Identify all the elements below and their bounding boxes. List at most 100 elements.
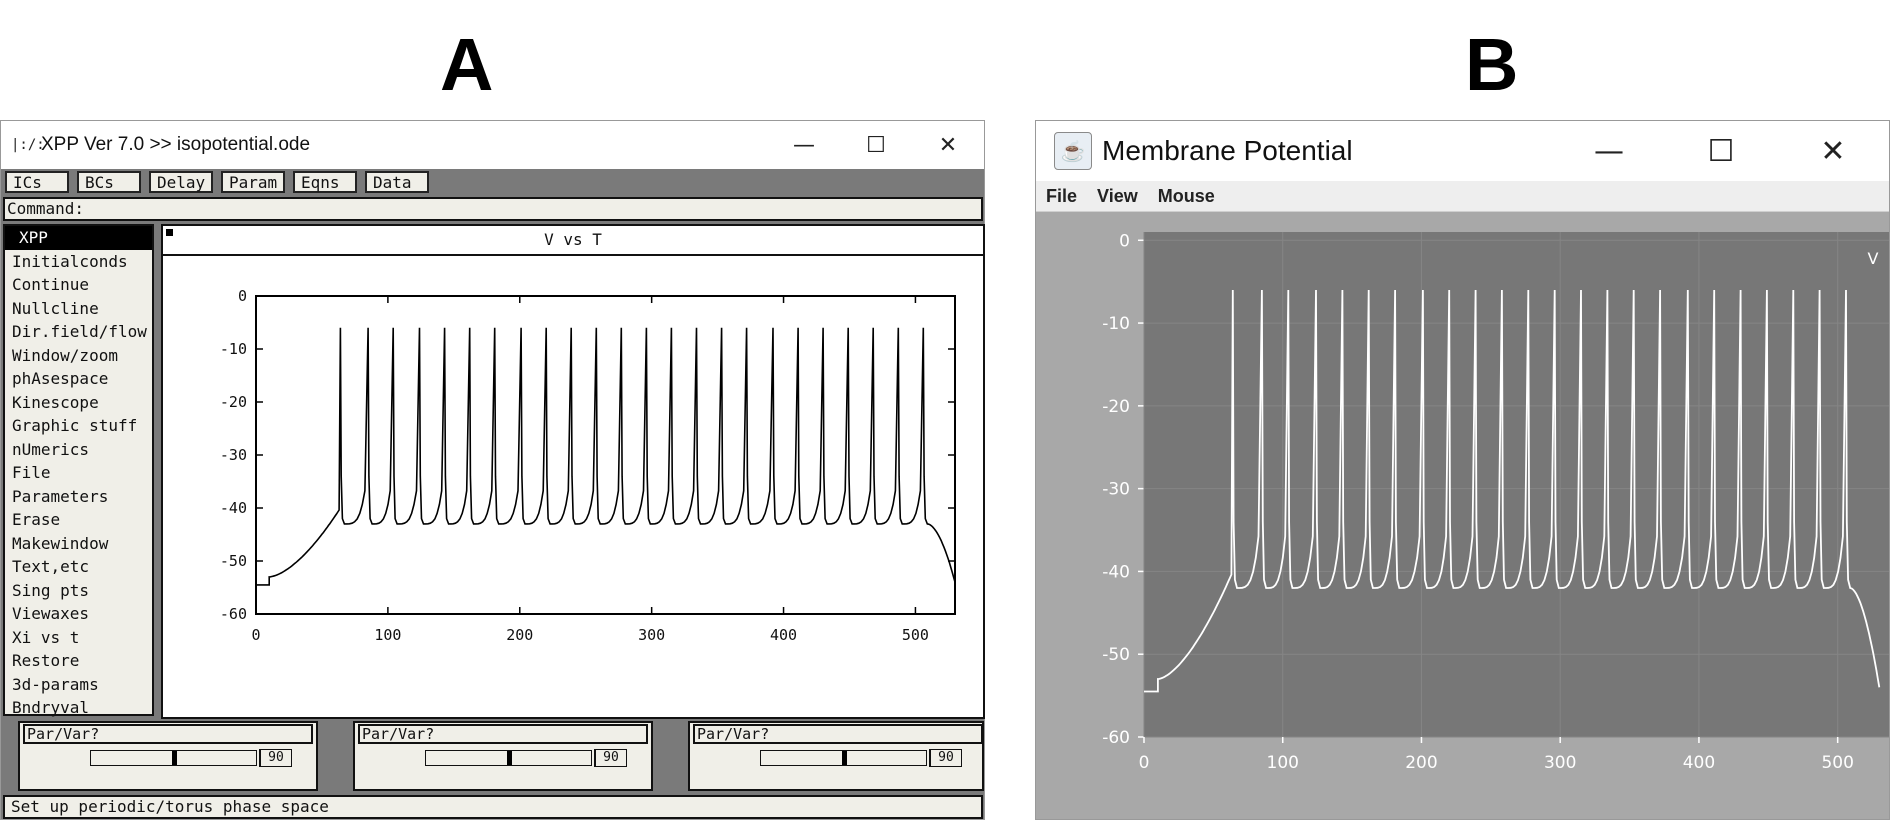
command-input[interactable]: Command: [3, 197, 983, 221]
slider-track[interactable] [760, 750, 927, 766]
plot-frame [255, 295, 956, 615]
menu-item-window-zoom[interactable]: Window/zoom [12, 345, 118, 365]
param-slider-3: Par/Var? 90 [688, 721, 984, 791]
menu-item-viewaxes[interactable]: Viewaxes [12, 604, 90, 623]
window-corner-icon [166, 229, 173, 236]
xpp-window-title: XPP Ver 7.0 >> isopotential.ode [41, 134, 311, 155]
menu-item-xi-vs-t[interactable]: Xi vs t [12, 627, 80, 647]
java-menubar: File View Mouse [1036, 181, 1889, 212]
y-tick-label: -20 [220, 393, 247, 411]
menu-item-dir-field-flow[interactable]: Dir.field/flow [12, 322, 147, 341]
maximize-icon[interactable]: ☐ [1707, 133, 1735, 169]
y-tick-label: -60 [1102, 728, 1130, 748]
data-button[interactable]: Data [365, 171, 429, 193]
x-tick-label: 100 [1267, 753, 1299, 773]
menu-file[interactable]: File [1046, 185, 1078, 206]
menu-item-file[interactable]: File [12, 463, 51, 482]
plot-background [1144, 232, 1889, 737]
y-tick-label: 0 [1119, 232, 1130, 251]
x-tick-label: 500 [1821, 753, 1853, 773]
graph-title: V vs T [163, 226, 983, 256]
slider-max-value[interactable]: 90 [594, 749, 627, 767]
minimize-icon[interactable]: — [1594, 133, 1624, 169]
menu-item-3d-params[interactable]: 3d-params [12, 674, 99, 694]
java-titlebar: ☕ Membrane Potential — ☐ ✕ [1036, 121, 1889, 181]
xpp-app-icon: |:/: [11, 137, 45, 153]
eqns-button[interactable]: Eqns [293, 171, 357, 193]
x-tick-label: 200 [506, 626, 533, 644]
xpp-graph-window[interactable]: V vs T 0 -10 -20 -30 -40 -50 -60 0 100 200 300 400 5… [161, 224, 985, 719]
y-tick-label: -40 [220, 499, 247, 517]
minimize-icon[interactable]: — [793, 132, 815, 158]
slider-param-field[interactable]: Par/Var? [693, 724, 983, 744]
close-icon[interactable]: ✕ [1820, 133, 1846, 169]
y-tick-label: 0 [238, 287, 247, 305]
ics-button[interactable]: ICs [5, 171, 69, 193]
slider-thumb[interactable] [506, 751, 512, 765]
slider-param-field[interactable]: Par/Var? [23, 724, 313, 744]
slider-track[interactable] [425, 750, 592, 766]
xpp-plot: 0-10-20-30-40-50-600 100 200 300 400 500 [220, 287, 956, 644]
x-tick-label: 0 [251, 626, 260, 644]
menu-item-kinescope[interactable]: Kinescope [12, 392, 99, 412]
close-icon[interactable]: ✕ [938, 132, 958, 158]
x-tick-label: 300 [638, 626, 665, 644]
menu-item-numerics[interactable]: nUmerics [12, 439, 90, 459]
menu-item-continue[interactable]: Continue [12, 275, 90, 294]
y-tick-label: -10 [220, 340, 247, 358]
slider-thumb[interactable] [171, 751, 177, 765]
y-tick-label: -40 [1102, 562, 1130, 582]
param-slider-2: Par/Var? 90 [353, 721, 653, 791]
panel-label-b: B [1465, 23, 1519, 106]
panel-label-a: A [440, 23, 494, 106]
menu-item-erase[interactable]: Erase [12, 510, 61, 529]
xpp-main-menu: XPP Initialconds Continue Nullcline Dir.fiel… [3, 224, 154, 717]
slider-max-value[interactable]: 90 [929, 749, 962, 767]
y-tick-label: -30 [220, 446, 247, 464]
java-window-title: Membrane Potential [1102, 135, 1353, 166]
menu-mouse[interactable]: Mouse [1157, 185, 1215, 206]
menu-item-initialconds[interactable]: Initialconds [12, 251, 128, 271]
membrane-potential-window: ☕ Membrane Potential — ☐ ✕ File View Mou… [1035, 120, 1890, 820]
bcs-button[interactable]: BCs [77, 171, 141, 193]
java-plot: 0 -10 -20 -30 -40 -50 -60 0 100 200 300 400 500 V [1102, 231, 1889, 773]
y-tick-label: -50 [220, 552, 247, 570]
delay-button[interactable]: Delay [149, 171, 213, 193]
menu-item-sing-pts[interactable]: Sing pts [12, 580, 90, 600]
menu-item-text-etc[interactable]: Text,etc [12, 557, 90, 576]
series-label-v: V [1868, 249, 1879, 268]
y-tick-label: -50 [1102, 645, 1130, 665]
v-trace-line [256, 327, 956, 586]
slider-param-field[interactable]: Par/Var? [358, 724, 648, 744]
menu-item-restore[interactable]: Restore [12, 651, 80, 670]
y-tick-label: -30 [1102, 480, 1130, 500]
slider-track[interactable] [90, 750, 257, 766]
x-tick-label: 400 [770, 626, 797, 644]
xpp-toolbar: ICs BCs Delay Param Eqns Data [5, 171, 429, 193]
menu-view[interactable]: View [1097, 185, 1138, 206]
menu-item-phasespace[interactable]: phAsespace [12, 369, 109, 388]
slider-thumb[interactable] [841, 751, 847, 765]
param-slider-1: Par/Var? 90 [18, 721, 318, 791]
x-tick-label: 300 [1544, 753, 1576, 773]
x-tick-label: 100 [374, 626, 401, 644]
menu-item-graphic-stuff[interactable]: Graphic stuff [12, 416, 138, 435]
x-tick-label: 0 [1139, 753, 1150, 773]
xpp-window: |:/: XPP Ver 7.0 >> isopotential.ode — ☐… [0, 120, 985, 820]
slider-max-value[interactable]: 90 [259, 749, 292, 767]
menu-item-makewindow[interactable]: Makewindow [12, 533, 109, 553]
x-tick-label: 400 [1683, 753, 1715, 773]
xpp-titlebar: |:/: XPP Ver 7.0 >> isopotential.ode — ☐… [1, 121, 984, 169]
y-tick-label: -60 [220, 605, 247, 623]
v-trace-line [1144, 289, 1881, 693]
menu-item-xpp[interactable]: XPP [5, 226, 152, 250]
java-plot-area[interactable]: 0 -10 -20 -30 -40 -50 -60 0 100 200 300 400 500 V [1036, 231, 1889, 819]
menu-item-bndryval[interactable]: Bndryval [12, 698, 90, 717]
java-coffee-icon: ☕ [1054, 132, 1092, 170]
menu-item-parameters[interactable]: Parameters [12, 486, 109, 506]
menu-item-nullcline[interactable]: Nullcline [12, 298, 99, 318]
param-button[interactable]: Param [221, 171, 285, 193]
x-tick-label: 500 [902, 626, 929, 644]
maximize-icon[interactable]: ☐ [866, 132, 886, 158]
y-tick-label: -10 [1102, 314, 1130, 334]
